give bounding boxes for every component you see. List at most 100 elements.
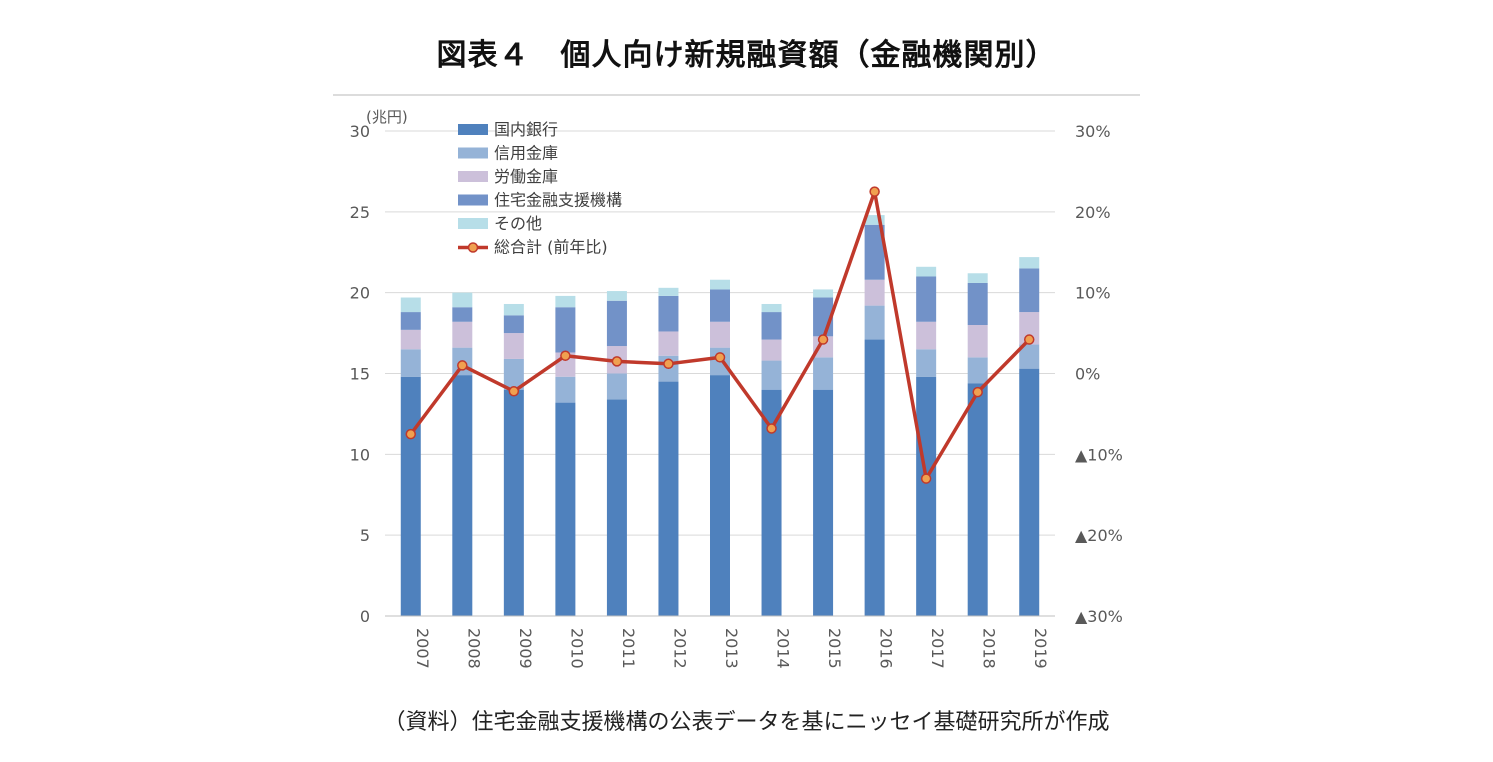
- bar-segment: [967, 383, 988, 616]
- legend-swatch: [458, 124, 488, 135]
- y-tick-label: 30: [350, 122, 370, 141]
- legend-label: 総合計 (前年比): [494, 238, 608, 257]
- x-tick-label: 2016: [877, 628, 896, 669]
- bar-segment: [967, 357, 988, 384]
- y-unit-label: (兆円): [366, 108, 408, 126]
- y2-tick-label: ▲20%: [1075, 526, 1123, 545]
- bar-segment: [813, 289, 834, 298]
- line-point: [611, 356, 623, 367]
- bar-segment: [606, 399, 627, 616]
- bar-segment: [864, 279, 885, 306]
- bar-segment: [606, 291, 627, 301]
- y-tick-label: 5: [360, 526, 370, 545]
- legend-swatch: [458, 218, 488, 229]
- bar-segment: [916, 276, 937, 322]
- bar-segment: [606, 300, 627, 347]
- line-point: [817, 334, 829, 345]
- y2-tick-label: 20%: [1075, 203, 1111, 222]
- bar-segment: [710, 279, 730, 290]
- line-point: [663, 358, 674, 370]
- bar-segment: [967, 273, 988, 283]
- bar-segment: [916, 376, 937, 616]
- legend-label: その他: [494, 214, 542, 233]
- chart-title: 図表４ 個人向け新規融資額（金融機関別）: [436, 38, 1057, 73]
- bar-segment: [400, 376, 421, 616]
- bar-segment: [710, 375, 730, 616]
- legend-label: 住宅金融支援機構: [494, 191, 622, 210]
- line-point: [508, 386, 520, 397]
- bar-segment: [658, 381, 679, 616]
- y2-tick-label: ▲10%: [1075, 445, 1123, 464]
- x-tick-label: 2015: [825, 628, 844, 669]
- bar-segment: [864, 305, 885, 340]
- bar-segment: [761, 339, 782, 361]
- line-point: [405, 428, 417, 440]
- bar-segment: [503, 315, 524, 334]
- legend-swatch: [458, 194, 488, 206]
- bar-segment: [864, 339, 885, 616]
- x-tick-label: 2011: [619, 628, 638, 669]
- x-tick-label: 2017: [928, 628, 947, 669]
- y2-tick-label: 0%: [1075, 365, 1100, 384]
- bar-segment: [967, 325, 988, 358]
- bar-segment: [710, 289, 730, 322]
- x-tick-label: 2009: [516, 628, 535, 669]
- bar-segment: [967, 282, 988, 325]
- source-note: （資料）住宅金融支援機構の公表データを基にニッセイ基礎研究所が作成: [383, 710, 1110, 735]
- y2-tick-label: 30%: [1075, 122, 1111, 141]
- line-point: [766, 423, 777, 434]
- line-point: [972, 386, 983, 398]
- y-tick-label: 25: [350, 203, 370, 222]
- bar-segment: [658, 331, 679, 356]
- bar-segment: [452, 375, 473, 616]
- legend-swatch: [458, 171, 488, 182]
- bar-segment: [400, 349, 421, 377]
- bar-segment: [864, 215, 885, 225]
- bar-segment: [400, 329, 421, 350]
- x-tick-label: 2019: [1031, 628, 1050, 669]
- bar-segment: [658, 295, 679, 332]
- x-tick-label: 2013: [722, 628, 741, 669]
- y-tick-label: 0: [360, 607, 370, 626]
- x-tick-label: 2010: [567, 628, 586, 669]
- line-point: [869, 186, 880, 197]
- bar-segment: [761, 312, 782, 340]
- bar-segment: [503, 333, 524, 359]
- bar-segment: [1019, 368, 1040, 616]
- legend-label: 信用金庫: [494, 144, 558, 163]
- y-tick-label: 20: [350, 284, 370, 303]
- bar-segment: [503, 389, 524, 616]
- legend-label: 労働金庫: [494, 167, 558, 186]
- y-tick-label: 15: [350, 365, 370, 384]
- bar-segment: [503, 303, 524, 316]
- bar-segment: [503, 358, 524, 390]
- line-point: [920, 473, 932, 484]
- bar-segment: [555, 307, 576, 353]
- line-point: [1023, 334, 1035, 345]
- line-point: [714, 352, 726, 363]
- bar-segment: [813, 357, 834, 390]
- bar-segment: [916, 349, 937, 377]
- y2-tick-label: 10%: [1075, 284, 1111, 303]
- bar-segment: [606, 373, 627, 400]
- bar-segment: [400, 312, 421, 330]
- bar-segment: [1019, 257, 1040, 269]
- bar-segment: [1019, 312, 1040, 345]
- x-tick-label: 2012: [670, 628, 689, 669]
- bar-segment: [400, 297, 421, 313]
- y2-tick-label: ▲30%: [1075, 607, 1123, 626]
- bar-segment: [813, 389, 834, 616]
- bar-segment: [761, 303, 782, 313]
- bar-segment: [555, 402, 576, 616]
- bar-segment: [555, 376, 576, 403]
- x-tick-label: 2007: [413, 628, 432, 669]
- bar-segment: [452, 307, 473, 322]
- line-point: [560, 350, 571, 361]
- bar-segment: [1019, 268, 1040, 313]
- bar-segment: [916, 321, 937, 350]
- line-point: [457, 360, 468, 371]
- x-tick-label: 2014: [774, 628, 793, 669]
- bar-segment: [864, 224, 885, 280]
